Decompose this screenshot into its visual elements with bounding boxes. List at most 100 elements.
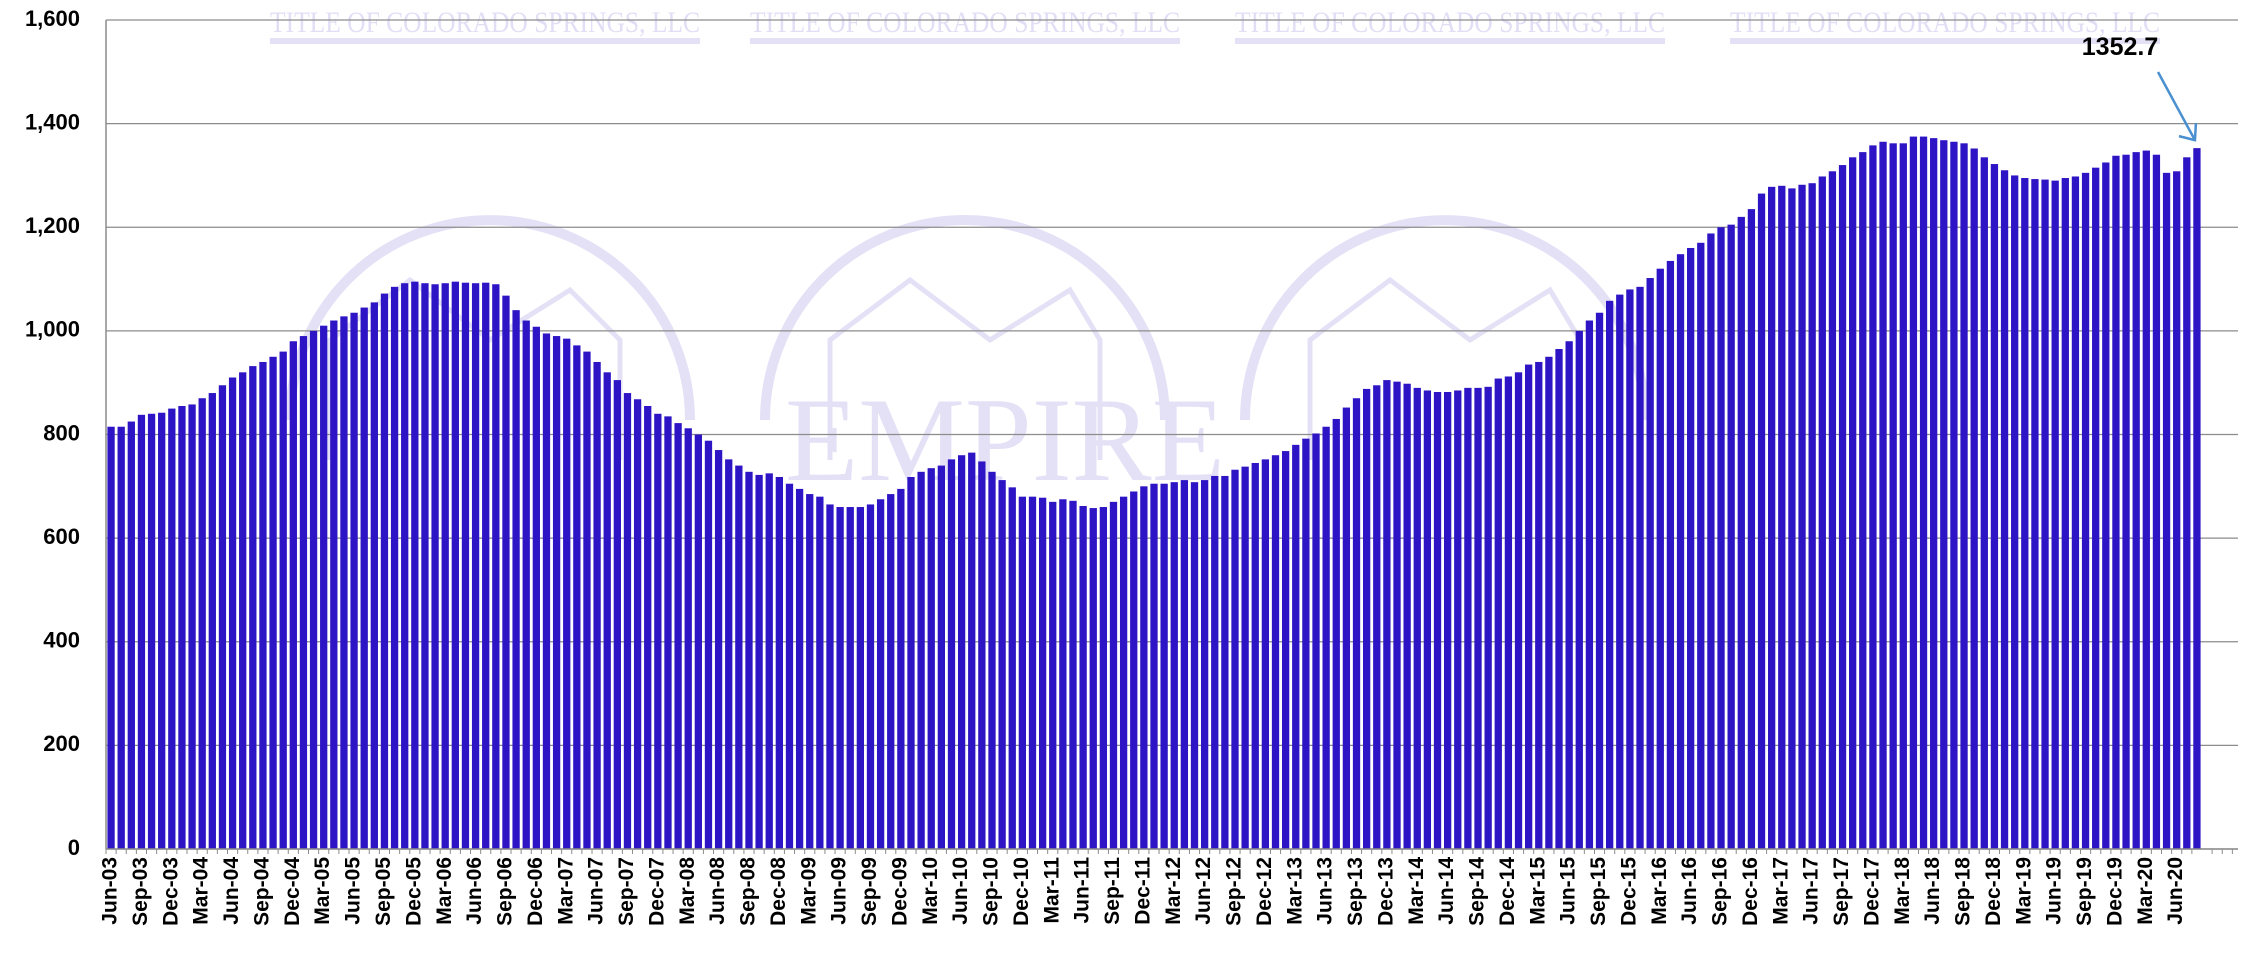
bar [1859, 152, 1867, 849]
bar [1464, 387, 1472, 849]
bar [1788, 188, 1796, 849]
bar [664, 416, 672, 849]
x-tick-label: Jun-12 [1192, 857, 1215, 925]
x-tick-label: Sep-07 [615, 857, 638, 926]
bar [421, 283, 429, 849]
bar [1170, 482, 1178, 849]
bar [1038, 497, 1047, 849]
bar [988, 471, 996, 849]
bar [725, 459, 733, 849]
bar [2061, 178, 2069, 849]
bar [1747, 209, 1756, 850]
watermark-text: TITLE OF COLORADO SPRINGS, LLC [1730, 6, 2160, 39]
bar [1403, 383, 1411, 849]
bar [1514, 372, 1523, 849]
bar [249, 366, 257, 849]
bar [208, 393, 216, 849]
bar [239, 372, 247, 849]
x-tick-label: Sep-15 [1587, 857, 1610, 926]
bar [1808, 183, 1816, 850]
watermark: TITLE OF COLORADO SPRINGS, LLC TITLE OF C… [270, 6, 2160, 506]
bar [2021, 178, 2029, 849]
bar [745, 471, 753, 849]
x-tick-label: Jun-17 [1800, 857, 1823, 925]
y-tick-label: 1,600 [25, 6, 80, 31]
bar [957, 455, 966, 849]
bar [1119, 496, 1128, 849]
bar [370, 302, 378, 849]
bar [552, 336, 561, 849]
x-tick-label: Sep-18 [1952, 857, 1975, 926]
bar [117, 426, 125, 849]
x-tick-label: Mar-06 [433, 857, 456, 925]
watermark-house [327, 276, 623, 460]
x-tick-label: Jun-20 [2164, 857, 2187, 925]
bar [1221, 475, 1229, 849]
bar [2132, 152, 2140, 849]
bar [1292, 444, 1300, 849]
bar [2193, 148, 2201, 849]
bar [411, 281, 419, 849]
x-tick-label: Dec-07 [645, 857, 668, 926]
bar [299, 336, 308, 849]
x-tick-label: Mar-19 [2012, 857, 2035, 925]
bar [147, 413, 156, 849]
bar [1778, 185, 1786, 850]
bar [856, 507, 865, 849]
bar [401, 283, 409, 849]
bar [1190, 482, 1199, 849]
bar [1717, 227, 1725, 849]
bar [714, 450, 723, 849]
bar [775, 476, 783, 849]
bar [1494, 378, 1502, 849]
x-tick-label: Sep-03 [129, 857, 152, 926]
bar [380, 293, 389, 849]
x-tick-label: Sep-10 [980, 857, 1003, 926]
bar [1727, 224, 1735, 850]
bar [1362, 388, 1371, 849]
watermark-text: TITLE OF COLORADO SPRINGS, LLC [750, 6, 1180, 39]
bar [816, 496, 824, 849]
bar [563, 338, 571, 849]
bar [1616, 294, 1624, 849]
bar [451, 281, 459, 849]
bar [927, 468, 935, 849]
bar [1849, 157, 1857, 850]
x-tick-label: Jun-15 [1557, 857, 1580, 925]
bar [1646, 278, 1654, 849]
bar [158, 412, 166, 849]
bar [836, 507, 844, 849]
bar [2051, 180, 2059, 849]
bar [482, 282, 490, 850]
bar [633, 399, 642, 849]
bar [2000, 170, 2009, 850]
bar [1666, 260, 1675, 850]
bar [2173, 171, 2181, 850]
bar [704, 440, 713, 849]
bar [887, 494, 895, 849]
bar [593, 361, 601, 849]
bar [573, 345, 581, 849]
x-tick-label: Sep-11 [1101, 857, 1124, 925]
bar [1008, 487, 1016, 849]
x-tick-label: Sep-06 [494, 857, 517, 926]
x-tick-label: Dec-06 [524, 857, 547, 926]
bar [1768, 186, 1776, 849]
bar [937, 465, 946, 849]
x-tick-label: Mar-12 [1162, 857, 1185, 925]
bar [1332, 418, 1340, 849]
bar [1271, 455, 1280, 849]
bar [441, 283, 449, 849]
bar [1606, 300, 1614, 850]
bar [1535, 361, 1543, 849]
bar [1879, 141, 1887, 849]
bar [1180, 480, 1189, 849]
bar [1099, 507, 1108, 849]
bar [198, 398, 206, 849]
x-tick-label: Jun-05 [342, 857, 365, 925]
bar [603, 372, 611, 849]
bar [1636, 286, 1644, 850]
bar [1555, 349, 1563, 849]
watermark-text: TITLE OF COLORADO SPRINGS, LLC [270, 6, 700, 39]
watermark-house [827, 276, 1103, 460]
